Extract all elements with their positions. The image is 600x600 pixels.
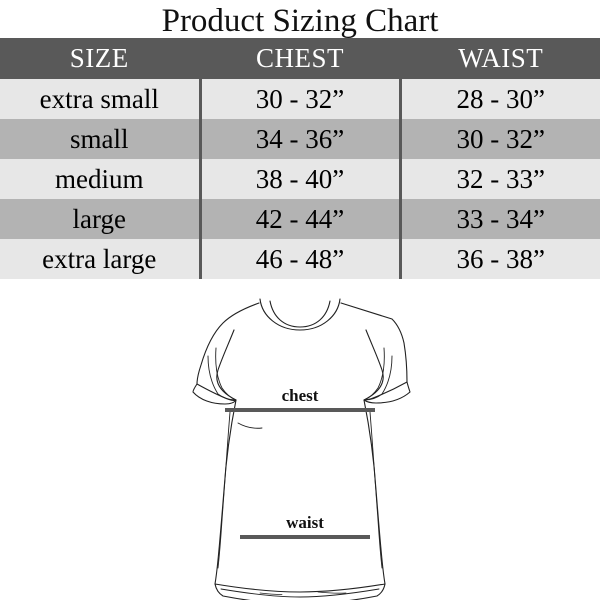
svg-text:waist: waist xyxy=(286,513,324,532)
svg-text:chest: chest xyxy=(282,386,319,405)
